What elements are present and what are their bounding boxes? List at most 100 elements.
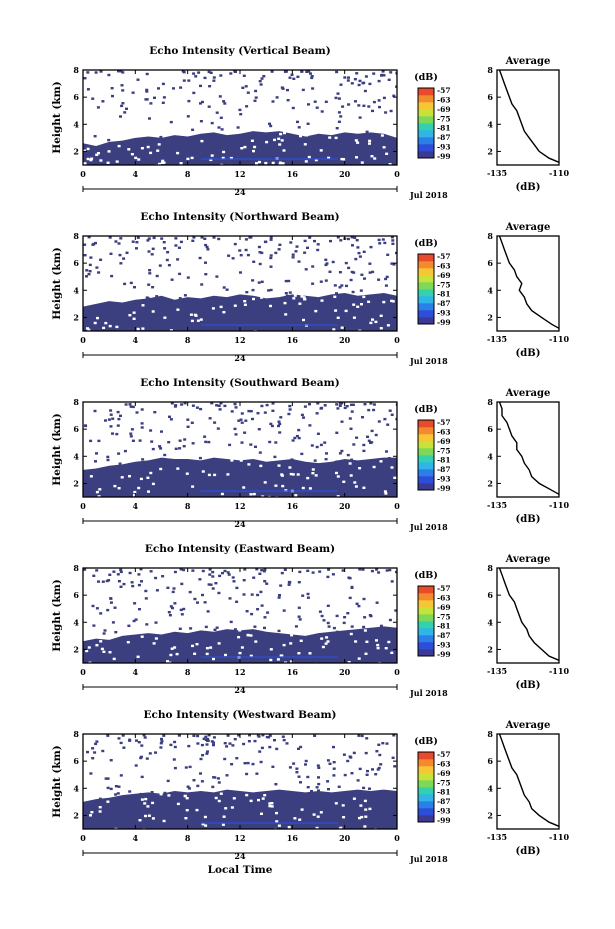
echo-gap [156,149,160,152]
echo-cell [297,428,301,432]
echo-cell [308,424,312,427]
echo-cell [384,111,388,114]
echo-cell [269,236,273,239]
echo-cell [302,416,305,419]
echo-cell [294,250,298,253]
echo-cell [193,597,197,601]
echo-cell [335,460,339,463]
y-tick-label: 6 [73,756,79,766]
echo-cell [250,593,254,596]
colorbar-swatch [418,815,434,823]
colorbar-frame [417,87,435,159]
echo-cell [310,76,314,80]
echo-cell [93,751,97,754]
echo-cell [343,76,347,79]
echo-cell [92,624,96,627]
echo-cell [297,615,301,618]
echo-cell [169,418,173,421]
echo-cell [122,582,126,586]
echo-cell [336,92,340,95]
echo-cell [147,237,151,240]
echo-cell [162,734,166,737]
echo-cell [123,449,127,453]
average-frame [496,401,560,498]
echo-gap [99,159,103,162]
echo-cell [319,280,323,283]
echo-gap [335,471,338,475]
echo-gap [390,651,394,654]
echo-gap [288,466,292,469]
echo-cell [340,420,344,423]
echo-cell [199,102,202,105]
echo-cell [300,413,304,417]
echo-cell [120,638,124,642]
echo-cell [199,407,203,411]
echo-gap [367,300,371,303]
echo-gap [151,817,155,820]
colorbar-frame [417,253,435,325]
echo-gap [159,467,163,471]
echo-cell [121,734,125,737]
echo-cell [111,621,115,624]
echo-cell [106,734,110,737]
echo-cell [172,758,176,761]
echo-cell [273,739,276,742]
average-title: Average [505,56,551,67]
echo-gap [334,136,338,140]
echo-cell [337,97,341,100]
echo-cell [335,70,339,74]
average-frame [496,567,560,664]
echo-gap [138,819,142,822]
echo-cell [179,86,183,89]
echo-cell [266,611,270,614]
echo-cell [271,402,275,405]
echo-cell [145,88,149,92]
echo-cell [256,734,260,737]
echo-cell [335,630,339,634]
echo-gap [193,652,197,655]
echo-cell [357,104,361,107]
colorbar-tick-label: -81 [437,290,451,299]
echo-cell [117,639,121,642]
echo-gap [280,474,284,477]
average-frame [496,235,560,332]
y-axis-label: Height (km) [51,579,63,651]
echo-cell [172,87,175,90]
heatmap [83,568,397,663]
echo-cell [160,737,163,741]
echo-cell [203,76,207,80]
echo-cell [233,70,237,73]
colorbar-swatch [418,130,434,138]
echo-cell [297,436,301,440]
colorbar-swatch [418,310,434,318]
echo-gap [302,296,306,299]
echo-cell [86,71,90,74]
echo-cell [119,570,123,574]
echo-cell [305,70,309,73]
echo-cell [339,83,343,86]
echo-gap [147,490,150,493]
echo-cell [115,432,119,436]
echo-cell [365,130,369,133]
echo-gap [368,142,371,145]
echo-gap [359,804,363,807]
echo-cell [390,580,394,583]
echo-cell [328,270,332,273]
echo-cell [316,402,320,405]
echo-cell [235,586,239,590]
echo-cell [212,736,216,739]
echo-cell [325,262,329,265]
echo-cell [131,439,135,442]
echo-cell [340,449,344,453]
echo-cell [117,417,121,421]
average-title: Average [505,388,551,399]
echo-cell [135,247,138,250]
echo-cell [222,100,226,103]
echo-cell [104,777,108,780]
echo-cell [322,619,326,622]
echo-cell [372,408,376,412]
echo-gap [108,324,112,328]
echo-gap [190,156,194,160]
x-tick-label: 4 [133,335,139,345]
echo-cell [324,458,328,461]
